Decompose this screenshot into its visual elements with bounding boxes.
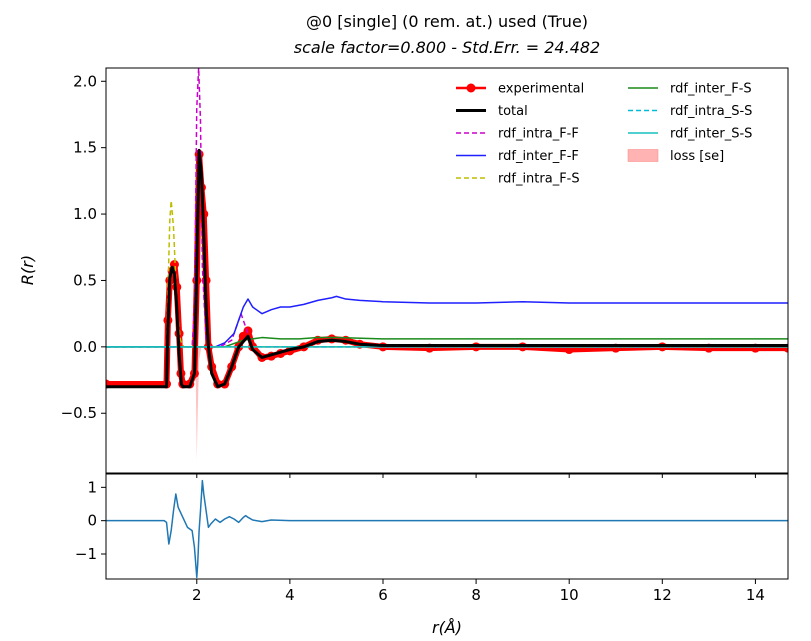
ytick-label: −0.5 [61,404,97,422]
svg-text:rdf_inter_F-F: rdf_inter_F-F [498,149,579,164]
legend-item: total [456,104,528,119]
x-axis-label: r(Å) [432,618,462,637]
legend-item: rdf_intra_S-S [628,104,752,119]
series-total [106,148,788,389]
main-plot-yticks: −0.5 0.0 0.5 1.0 1.5 2.0 [61,72,756,478]
ytick-label: 0.5 [73,271,97,289]
xtick-label: 14 [746,586,765,604]
legend-item: rdf_intra_F-S [456,172,580,187]
svg-text:loss [se]: loss [se] [670,149,724,164]
y-axis-label: R(r) [18,255,37,285]
chart-title-line2: scale factor=0.800 - Std.Err. = 24.482 [294,38,600,57]
legend-item: loss [se] [627,149,724,164]
series-rdf-intra-f-s [106,200,788,348]
main-plot: −0.5 0.0 0.5 1.0 1.5 2.0 R(r) [18,67,789,478]
ytick-label: 1.5 [73,139,97,157]
svg-text:rdf_intra_S-S: rdf_intra_S-S [670,104,752,119]
experimental-point [243,326,253,336]
series-residual [106,479,788,579]
residual-ytick-label: 0 [87,512,97,530]
main-plot-series [106,68,788,460]
xtick-label: 6 [378,586,388,604]
svg-text:rdf_intra_F-F: rdf_intra_F-F [498,127,579,142]
residual-ytick-label: −1 [75,545,97,563]
chart-title-line1: @0 [single] (0 rem. at.) used (True) [306,12,588,31]
main-plot-frame [105,67,789,474]
xtick-label: 4 [285,586,295,604]
ytick-label: 2.0 [73,72,97,90]
legend-item: rdf_inter_S-S [628,127,752,142]
xtick-label: 12 [653,586,672,604]
svg-text:rdf_inter_F-S: rdf_inter_F-S [670,82,752,97]
xtick-label: 10 [560,586,579,604]
legend-item: experimental [456,82,584,97]
residual-plot-frame [105,473,789,580]
series-rdf-inter-f-f [106,295,788,348]
svg-text:rdf_intra_F-S: rdf_intra_F-S [498,172,580,187]
legend: experimental total rdf_intra_F-F rdf_inter_… [448,74,784,192]
residual-ytick-label: 1 [87,478,97,496]
xtick-label: 2 [192,586,202,604]
ytick-label: 0.0 [73,338,97,356]
xtick-label: 8 [471,586,481,604]
legend-item: rdf_intra_F-F [456,127,579,142]
svg-text:total: total [498,104,528,119]
ytick-label: 1.0 [73,205,97,223]
svg-text:experimental: experimental [498,82,584,97]
legend-box [448,74,784,192]
svg-text:rdf_inter_S-S: rdf_inter_S-S [670,127,752,142]
legend-items: experimental total rdf_intra_F-F rdf_inter_… [456,82,752,187]
legend-item: rdf_inter_F-S [628,82,752,97]
legend-item: rdf_inter_F-F [456,149,579,164]
residual-plot-series [106,479,788,579]
